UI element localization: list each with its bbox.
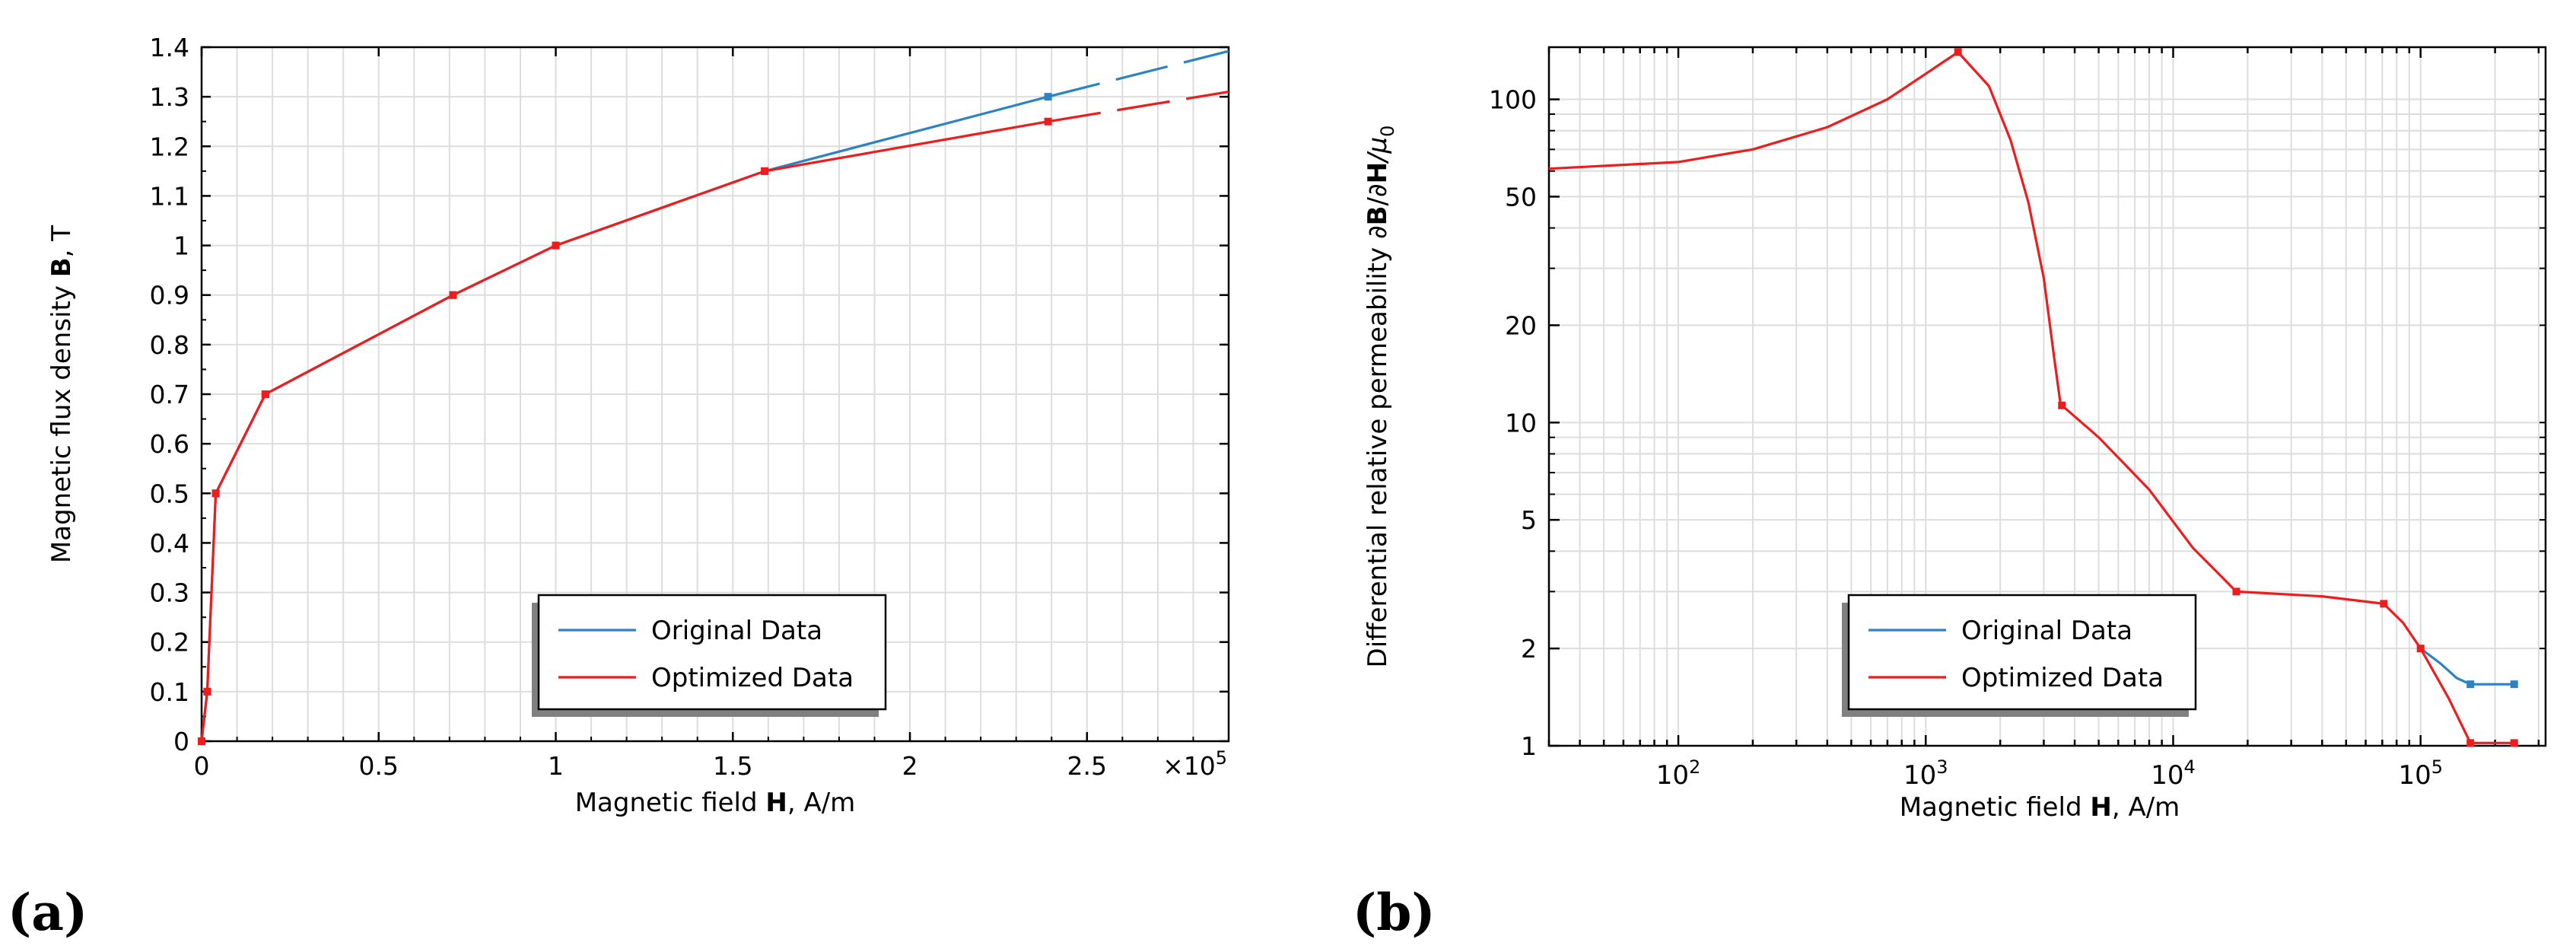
y-tick-label-a: 0.4 bbox=[150, 528, 189, 558]
panel-label-a: (a) bbox=[8, 883, 87, 942]
legend-box-b bbox=[1847, 594, 2197, 711]
y-tick-label-a: 0.7 bbox=[150, 380, 189, 409]
panel-label-b: (b) bbox=[1353, 883, 1436, 942]
y-axis-label-a: Magnetic flux density B, T bbox=[46, 225, 77, 563]
x-tick-label-b: 103 bbox=[1903, 756, 1948, 791]
chart-a-magnetization-curve: 0 0.1 0.2 0.3 0.4 0.5 0.6 0.7 0.8 0.9 1 1.1 1.2 1.3 1.… bbox=[46, 33, 1230, 818]
x-axis-label-a: Magnetic field H, A/m bbox=[575, 788, 856, 818]
y-tick-label-a: 1 bbox=[173, 231, 189, 261]
x-tick-label-a: 0 bbox=[194, 751, 210, 781]
data-point-b bbox=[2466, 680, 2475, 689]
legend-entry-b: Original Data bbox=[1961, 616, 2132, 646]
legend-a: Original Data Optimized Data bbox=[537, 594, 887, 711]
data-point-a bbox=[552, 241, 560, 250]
y-tick-label-b: 1 bbox=[1521, 731, 1537, 761]
y-tick-label-a: 1.2 bbox=[150, 132, 189, 161]
y-tick-label-a: 0.1 bbox=[150, 677, 189, 707]
y-tick-label-a: 0.2 bbox=[150, 628, 189, 657]
series-a-optimized bbox=[198, 91, 1229, 745]
series-extrapolation-a bbox=[1048, 49, 1229, 98]
y-tick-label-a: 0.8 bbox=[150, 330, 189, 360]
x-tick-label-a: 2.5 bbox=[1067, 751, 1107, 781]
data-point-a bbox=[761, 167, 769, 175]
legend-entry-a: Original Data bbox=[651, 616, 822, 646]
y-tick-label-a: 0 bbox=[173, 727, 189, 756]
data-point-a bbox=[211, 489, 220, 498]
x-tick-label-a: 1.5 bbox=[713, 751, 752, 781]
y-tick-label-a: 0.3 bbox=[150, 578, 189, 608]
x-tick-label-b: 104 bbox=[2151, 756, 2196, 791]
axes-frame-b bbox=[1547, 46, 2547, 747]
y-tick-label-a: 0.5 bbox=[150, 479, 189, 508]
x-axis-label-b: Magnetic field H, A/m bbox=[1900, 792, 2180, 823]
data-point-a bbox=[449, 291, 457, 299]
x-tick-label-b: 102 bbox=[1656, 756, 1701, 791]
data-point-b bbox=[2416, 645, 2425, 653]
data-point-b bbox=[2466, 739, 2475, 747]
data-point-b bbox=[2510, 739, 2518, 747]
x-tick-label-a: 1 bbox=[548, 751, 564, 781]
data-point-b bbox=[2380, 600, 2388, 608]
y-tick-label-a: 0.6 bbox=[150, 429, 189, 459]
series-line-a bbox=[200, 120, 1048, 742]
legend-box-a bbox=[537, 594, 887, 711]
y-tick-label-b: 50 bbox=[1505, 182, 1537, 212]
legend-b: Original Data Optimized Data bbox=[1847, 594, 2197, 711]
series-b-optimized bbox=[1548, 48, 2518, 747]
data-point-a bbox=[203, 687, 211, 696]
y-tick-label-a: 0.9 bbox=[150, 281, 189, 310]
y-tick-label-b: 10 bbox=[1505, 408, 1537, 438]
data-point-a bbox=[198, 737, 205, 745]
legend-entry-a: Optimized Data bbox=[651, 663, 854, 693]
series-extrapolation-a bbox=[1048, 91, 1229, 123]
data-point-b bbox=[1954, 48, 1962, 56]
x-multiplier-label: ×105 bbox=[1162, 747, 1227, 781]
y-tick-label-a: 1.4 bbox=[150, 33, 189, 62]
legend-entry-b: Optimized Data bbox=[1961, 663, 2164, 693]
y-tick-label-b: 2 bbox=[1521, 634, 1537, 664]
chart-b-differential-permeability: 1 2 5 10 20 50 100 102 103 104 105 Magnetic field H… bbox=[1363, 46, 2547, 823]
y-tick-label-a: 1.1 bbox=[150, 181, 189, 211]
y-tick-label-b: 5 bbox=[1521, 505, 1537, 535]
series-line-b bbox=[2419, 647, 2514, 686]
y-tick-label-b: 100 bbox=[1489, 85, 1537, 115]
x-tick-label-a: 2 bbox=[902, 751, 918, 781]
y-tick-label-a: 1.3 bbox=[150, 82, 189, 112]
series-b-original bbox=[2419, 647, 2518, 689]
data-point-a bbox=[1044, 117, 1052, 126]
data-point-a bbox=[1044, 93, 1052, 101]
y-axis-label-b: Differential relative permeability ∂B/∂H… bbox=[1363, 126, 1398, 668]
x-tick-label-b: 105 bbox=[2398, 756, 2443, 791]
data-point-b bbox=[2510, 680, 2518, 689]
y-tick-label-b: 20 bbox=[1505, 310, 1537, 340]
data-point-a bbox=[261, 390, 269, 398]
data-point-b bbox=[2232, 587, 2240, 596]
data-point-b bbox=[2058, 401, 2066, 409]
x-tick-label-a: 0.5 bbox=[359, 751, 399, 781]
